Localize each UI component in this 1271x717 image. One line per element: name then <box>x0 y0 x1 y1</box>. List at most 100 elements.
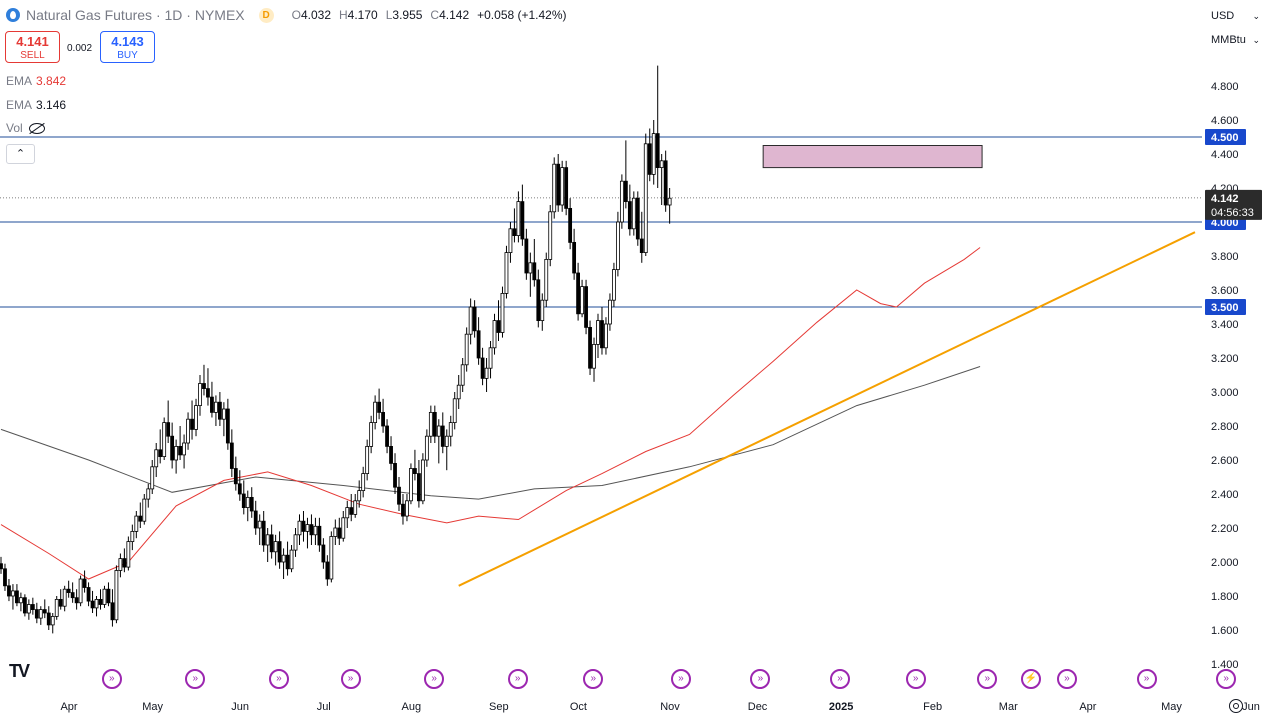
candle-body <box>221 408 226 420</box>
candle <box>345 500 350 528</box>
candle <box>337 517 342 545</box>
y-tick-label: 3.000 <box>1211 387 1239 399</box>
candle <box>369 415 374 454</box>
economic-event-icon[interactable]: » <box>340 669 361 689</box>
candle-body <box>397 486 401 505</box>
candle <box>428 405 433 443</box>
candle <box>596 313 600 358</box>
candle-body <box>655 133 660 169</box>
chevron-up-icon: ⌃ <box>15 148 26 160</box>
buy-button[interactable]: 4.143 BUY <box>100 31 155 63</box>
sell-label: SELL <box>20 50 45 61</box>
candle <box>237 470 242 501</box>
candle <box>102 585 107 608</box>
candle <box>333 519 338 545</box>
candle <box>616 211 620 277</box>
candle-body <box>229 442 234 469</box>
candle-body <box>604 323 608 349</box>
y-tick-label: 3.800 <box>1211 251 1239 263</box>
y-tick-label: 4.800 <box>1211 81 1239 93</box>
candle-body <box>321 544 326 563</box>
ema-fast-legend[interactable]: EMA 3.842 <box>6 74 67 88</box>
candle <box>492 313 497 355</box>
candle <box>225 398 230 450</box>
economic-event-icon[interactable]: » <box>750 669 771 689</box>
economic-event-icon[interactable]: » <box>185 669 206 689</box>
candle-body <box>409 468 413 502</box>
candle <box>405 494 409 522</box>
candle-body <box>413 468 417 474</box>
candle-body <box>66 588 71 594</box>
candle-body <box>86 587 91 602</box>
ohlc-low: L3.955 <box>385 8 423 22</box>
economic-event-icon[interactable]: » <box>1056 669 1077 689</box>
candle <box>536 269 541 328</box>
bar-countdown-label: 04:56:33 <box>1211 207 1254 219</box>
sell-button[interactable]: 4.141 SELL <box>5 31 60 63</box>
economic-event-icon[interactable]: » <box>977 669 998 689</box>
ema-slow-legend[interactable]: EMA 3.146 <box>6 98 67 112</box>
candle <box>420 453 425 505</box>
candle-body <box>663 160 668 206</box>
candle-body <box>456 384 461 400</box>
candle-body <box>464 333 469 366</box>
candle <box>409 463 413 505</box>
candle <box>329 531 334 583</box>
candle <box>30 597 35 615</box>
last-price-badge <box>1205 189 1262 220</box>
candle <box>54 596 59 620</box>
candle-body <box>333 527 338 537</box>
economic-event-icon[interactable]: » <box>424 669 445 689</box>
candle <box>576 262 580 321</box>
y-tick-label: 1.800 <box>1211 591 1239 603</box>
candle-body <box>126 541 131 568</box>
candle <box>472 300 477 338</box>
y-tick-label: 2.400 <box>1211 489 1239 501</box>
candle <box>667 188 672 224</box>
candle-body <box>353 500 358 515</box>
candle-body <box>612 269 616 301</box>
unit-select[interactable]: MMBtu ⌄ <box>1206 30 1264 50</box>
y-tick-label: 4.600 <box>1211 115 1239 127</box>
tradingview-logo[interactable]: TV <box>9 661 30 681</box>
economic-event-icon[interactable]: » <box>1216 669 1237 689</box>
candle-body <box>94 599 99 609</box>
candle <box>162 417 167 460</box>
candle-body <box>401 503 405 517</box>
economic-event-icon[interactable]: » <box>1136 669 1157 689</box>
candle-body <box>667 197 672 206</box>
economic-event-icon[interactable]: » <box>507 669 528 689</box>
candle-body <box>293 534 298 551</box>
economic-event-icon[interactable]: » <box>670 669 691 689</box>
candle-body <box>361 473 366 492</box>
candle-body <box>285 554 290 570</box>
level-badge <box>1205 299 1246 315</box>
candle <box>568 198 573 250</box>
economic-event-icon[interactable]: » <box>583 669 604 689</box>
collapse-legend-button[interactable]: ⌃ <box>6 144 35 164</box>
candle-body <box>0 563 3 570</box>
candle <box>448 415 453 447</box>
candle <box>651 120 656 185</box>
candle-body <box>166 422 171 437</box>
lightning-event-icon[interactable]: ⚡ <box>1021 669 1042 689</box>
economic-event-icon[interactable]: » <box>830 669 851 689</box>
spread-value: 0.002 <box>67 43 93 54</box>
candle <box>293 528 298 557</box>
economic-event-icon[interactable]: » <box>905 669 926 689</box>
currency-select[interactable]: USD ⌄ <box>1206 6 1264 26</box>
volume-legend[interactable]: Vol <box>6 121 45 135</box>
gear-icon[interactable] <box>1229 699 1243 713</box>
candle <box>86 582 91 607</box>
candle <box>114 565 119 624</box>
candle <box>90 590 95 613</box>
economic-event-icon[interactable]: » <box>101 669 122 689</box>
symbol-title[interactable]: Natural Gas Futures · 1D · NYMEX <box>26 7 245 23</box>
economic-event-icon[interactable]: » <box>268 669 289 689</box>
candle-body <box>122 558 127 568</box>
candle <box>58 589 63 610</box>
ema-fast-line <box>0 247 981 580</box>
candle <box>365 439 370 481</box>
eye-hidden-icon[interactable] <box>28 123 45 135</box>
